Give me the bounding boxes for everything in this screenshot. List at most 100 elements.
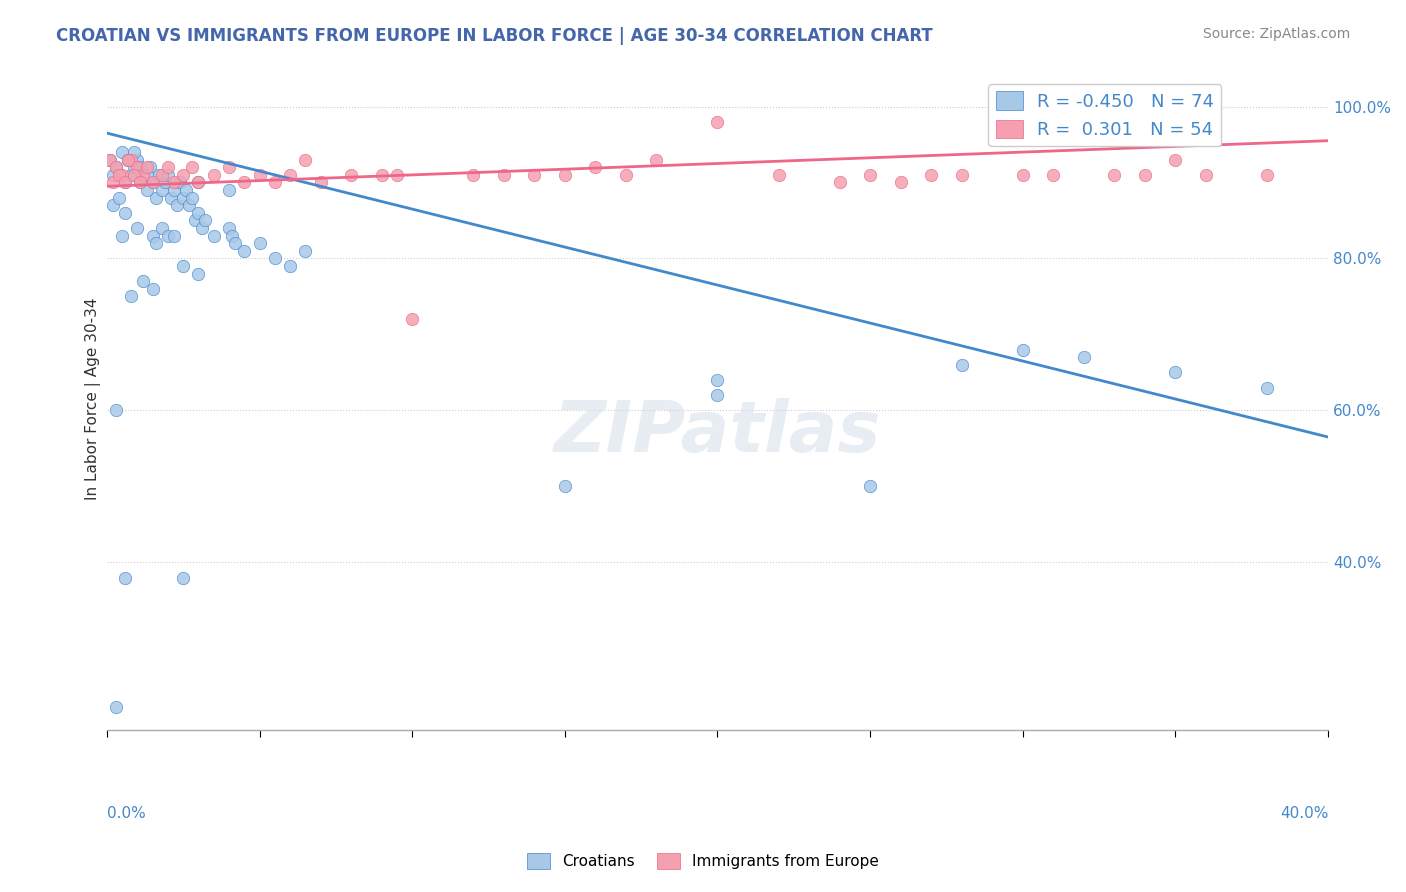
Point (129, 161, 152, 175)
Point (163, 176, 186, 190)
Point (132, 168, 155, 182)
Point (120, 153, 142, 167)
Point (202, 228, 225, 243)
Point (108, 168, 131, 182)
Point (124, 168, 146, 182)
Point (218, 221, 240, 235)
Point (108, 191, 131, 205)
Point (263, 176, 285, 190)
Point (202, 168, 225, 182)
Point (890, 176, 912, 190)
Point (172, 168, 194, 182)
Point (706, 114, 728, 128)
Point (828, 176, 851, 190)
Y-axis label: In Labor Force | Age 30-34: In Labor Force | Age 30-34 (86, 298, 101, 500)
Point (614, 168, 637, 182)
Point (101, 198, 124, 212)
Point (120, 168, 142, 182)
Point (142, 176, 165, 190)
Point (138, 161, 160, 175)
Point (120, 289, 142, 303)
Point (101, 176, 124, 190)
Point (278, 168, 301, 182)
Point (129, 176, 152, 190)
Point (105, 161, 128, 175)
Point (340, 168, 363, 182)
Point (218, 161, 240, 175)
Point (278, 259, 301, 273)
Point (150, 168, 173, 182)
Point (117, 153, 139, 167)
Point (370, 168, 392, 182)
Point (135, 183, 157, 197)
Point (554, 168, 576, 182)
Point (1011, 168, 1033, 182)
Point (124, 161, 146, 175)
Point (492, 168, 515, 182)
Point (111, 145, 134, 160)
Point (1073, 350, 1095, 364)
Point (142, 282, 165, 296)
Point (105, 161, 128, 175)
Point (950, 168, 973, 182)
Point (221, 228, 243, 243)
Point (233, 244, 256, 258)
Point (859, 168, 882, 182)
Point (233, 176, 256, 190)
Point (160, 191, 183, 205)
Point (385, 168, 408, 182)
Text: ZIPatlas: ZIPatlas (554, 398, 882, 467)
Point (187, 176, 209, 190)
Point (401, 312, 423, 326)
Point (1011, 343, 1033, 357)
Point (187, 206, 209, 220)
Point (1042, 168, 1064, 182)
Point (101, 168, 124, 182)
Point (645, 153, 668, 167)
Point (129, 176, 152, 190)
Point (153, 176, 176, 190)
Point (1164, 153, 1187, 167)
Point (142, 228, 165, 243)
Point (523, 168, 546, 182)
Point (145, 236, 167, 251)
Point (463, 168, 485, 182)
Point (166, 198, 188, 212)
Point (111, 228, 134, 243)
Point (172, 259, 194, 273)
Text: 0.0%: 0.0% (107, 805, 146, 821)
Point (950, 358, 973, 372)
Point (148, 168, 170, 182)
Point (124, 145, 146, 160)
Text: CROATIAN VS IMMIGRANTS FROM EUROPE IN LABOR FORCE | AGE 30-34 CORRELATION CHART: CROATIAN VS IMMIGRANTS FROM EUROPE IN LA… (56, 27, 934, 45)
Point (706, 388, 728, 402)
Point (145, 191, 167, 205)
Point (554, 479, 576, 493)
Point (583, 161, 606, 175)
Point (98, 153, 121, 167)
Point (117, 153, 139, 167)
Point (127, 221, 149, 235)
Point (249, 236, 271, 251)
Point (105, 403, 128, 417)
Point (1104, 168, 1126, 182)
Point (150, 221, 173, 235)
Point (768, 168, 790, 182)
Point (1164, 366, 1187, 380)
Point (174, 183, 197, 197)
Point (294, 153, 316, 167)
Text: 40.0%: 40.0% (1279, 805, 1329, 821)
Legend: Croatians, Immigrants from Europe: Croatians, Immigrants from Europe (520, 847, 886, 875)
Point (249, 168, 271, 182)
Point (1195, 168, 1218, 182)
Point (111, 168, 134, 182)
Point (156, 168, 179, 182)
Point (224, 236, 246, 251)
Point (135, 161, 157, 175)
Point (172, 571, 194, 585)
Point (163, 228, 186, 243)
Point (218, 183, 240, 197)
Point (132, 168, 155, 182)
Point (127, 153, 149, 167)
Text: Source: ZipAtlas.com: Source: ZipAtlas.com (1202, 27, 1350, 41)
